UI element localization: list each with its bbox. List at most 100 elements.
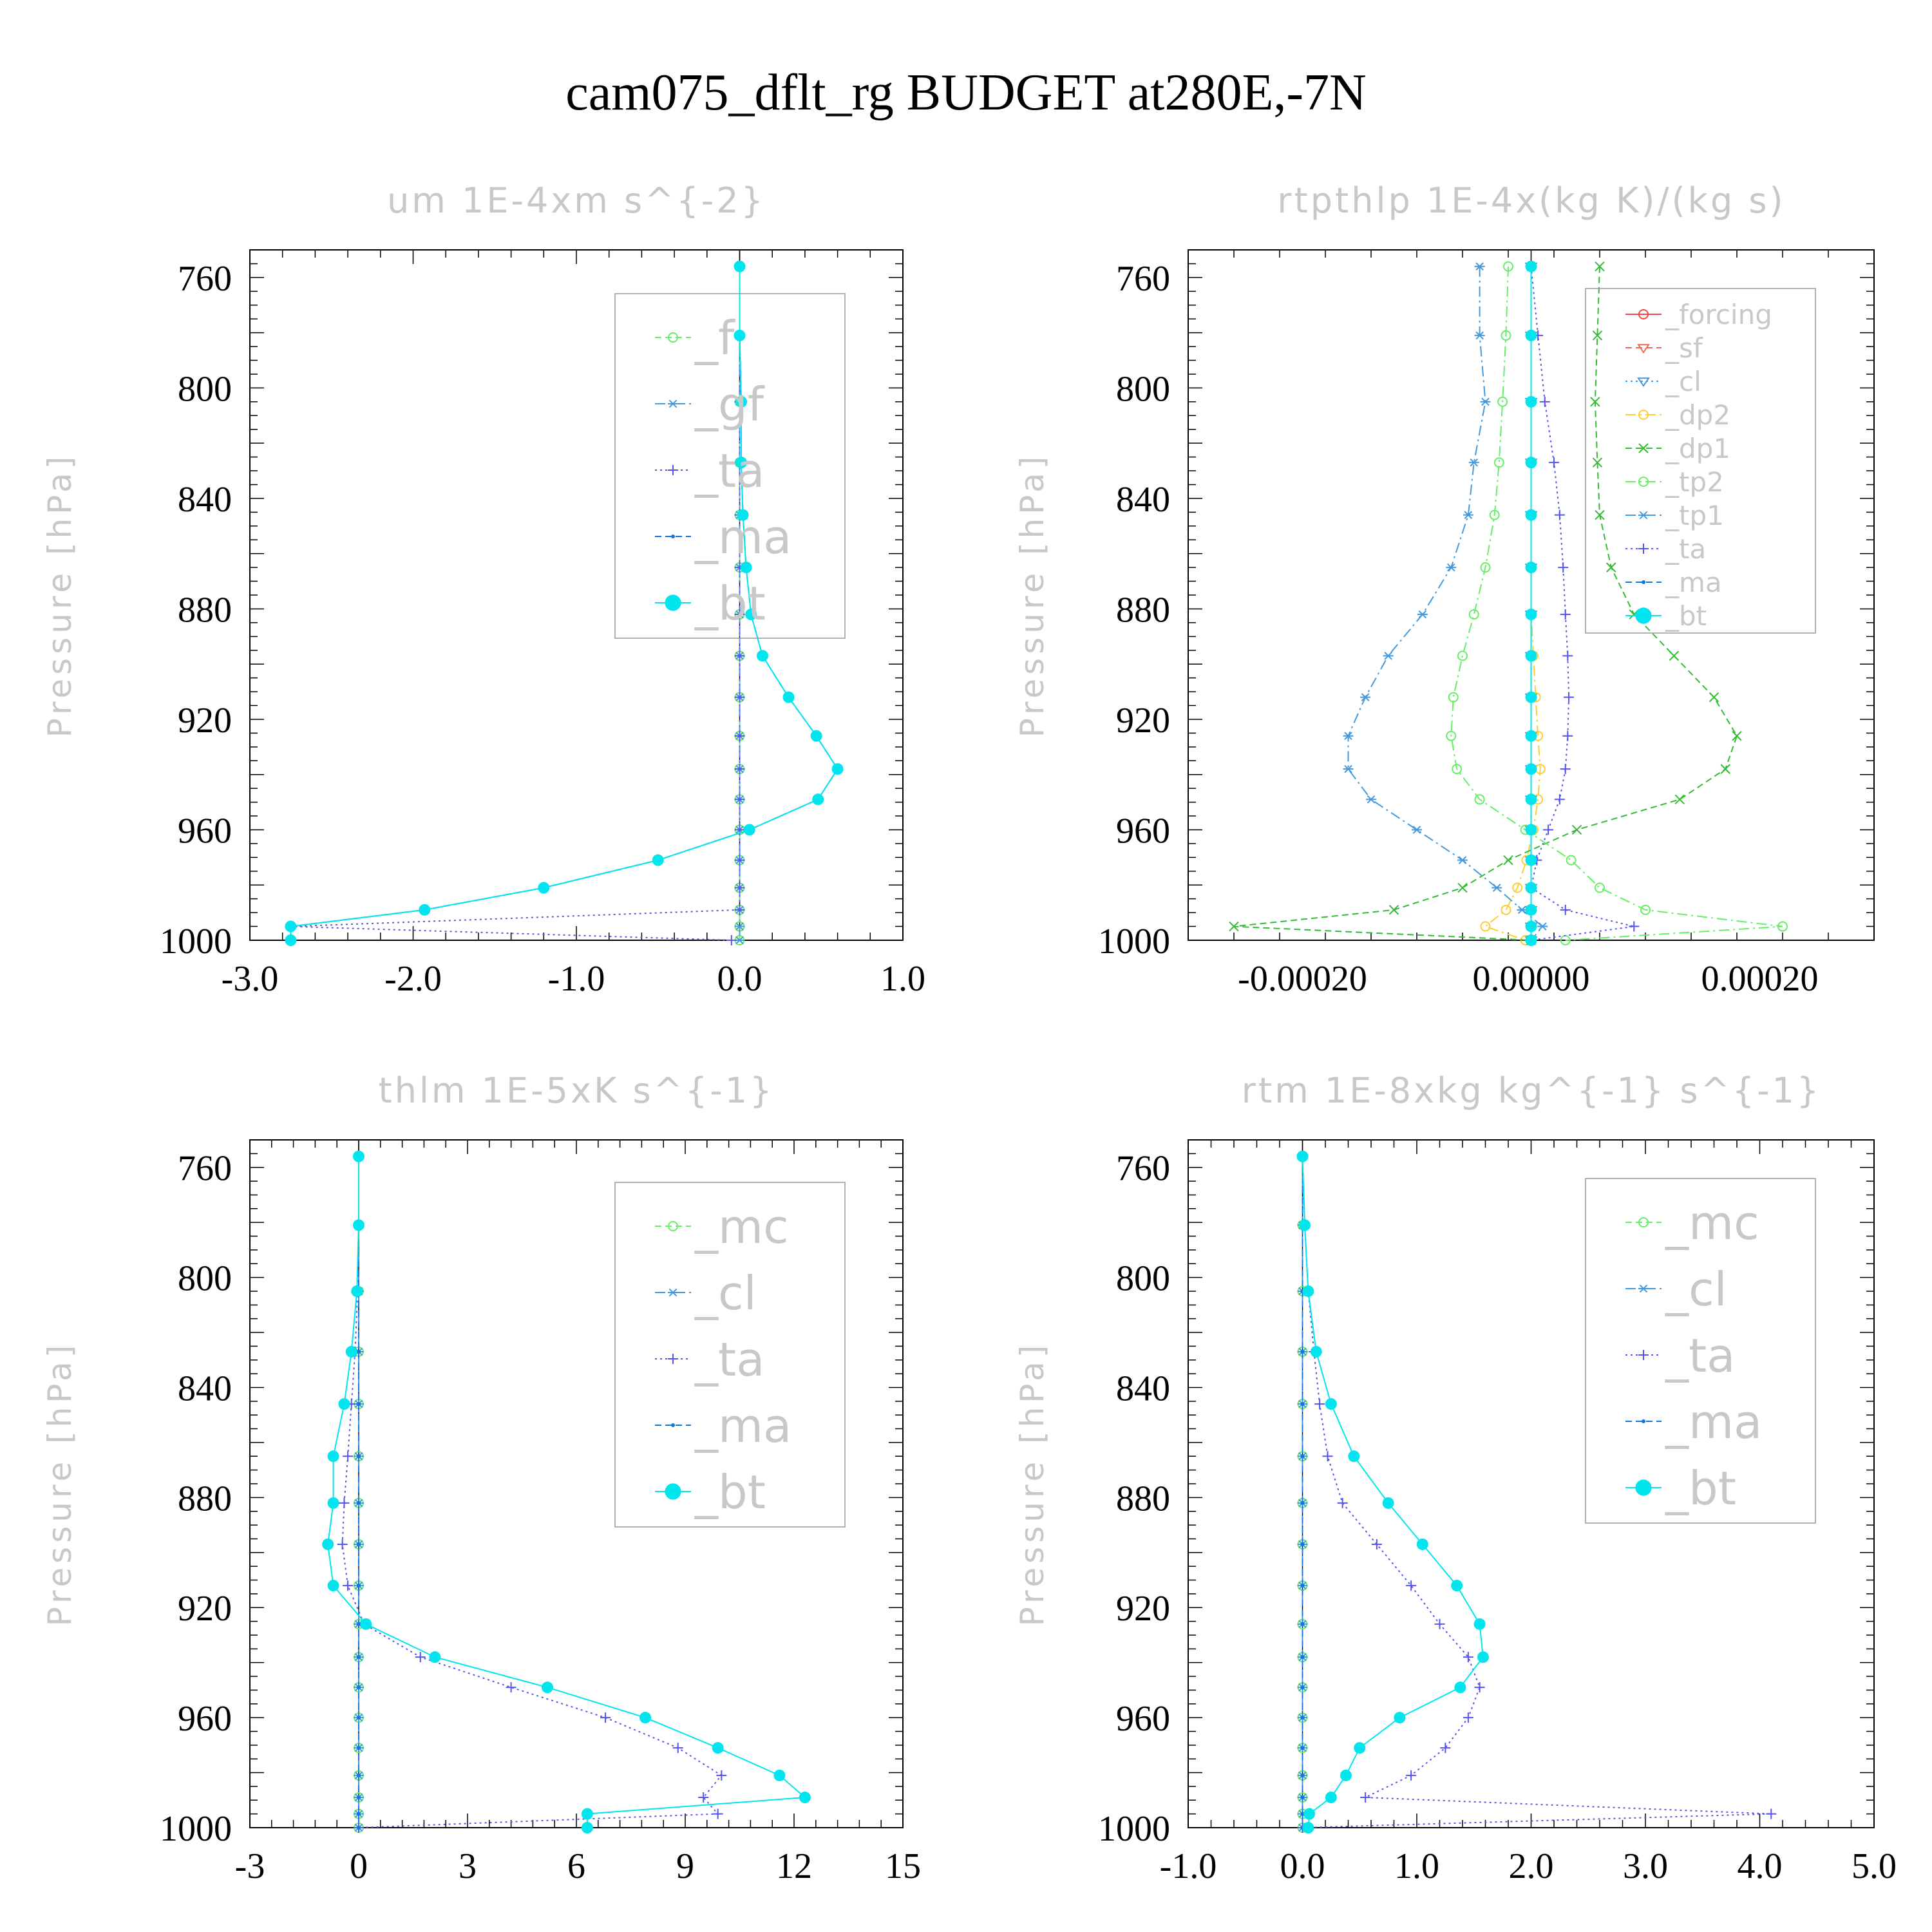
panel-title: thlm 1E-5xK s^{-1} xyxy=(379,1070,775,1111)
legend-label: _ma xyxy=(1665,567,1722,598)
y-axis-label: Pressure [hPa] xyxy=(1014,1341,1051,1627)
data-point xyxy=(357,1454,361,1459)
legend-label: _cl xyxy=(1665,366,1701,397)
legend-marker xyxy=(1642,1419,1645,1423)
data-point xyxy=(1525,934,1537,946)
legend-label: _forcing xyxy=(1665,299,1772,330)
y-axis-label: Pressure [hPa] xyxy=(41,1341,79,1627)
data-point xyxy=(353,1219,365,1231)
data-point xyxy=(1766,1808,1777,1819)
legend-label: _tp1 xyxy=(1665,500,1724,531)
data-point xyxy=(652,854,664,866)
legend: _mc _cl _ta _ma _bt xyxy=(614,1182,846,1528)
y-tick-label: 880 xyxy=(1116,590,1170,630)
data-point xyxy=(357,1685,361,1690)
y-tick-label: 760 xyxy=(1116,259,1170,299)
data-point xyxy=(782,691,795,703)
legend-label: _mc xyxy=(694,1200,789,1254)
data-point xyxy=(1640,904,1651,915)
data-point xyxy=(1300,1349,1305,1354)
data-point xyxy=(726,935,737,945)
x-tick-label: 2.0 xyxy=(1509,1846,1554,1886)
data-point xyxy=(1474,794,1485,805)
data-point xyxy=(1446,563,1457,572)
legend-marker xyxy=(665,1483,681,1500)
data-point xyxy=(1457,650,1468,661)
data-point xyxy=(1371,1539,1382,1549)
data-point xyxy=(1720,764,1730,774)
x-tick-label: 15 xyxy=(885,1846,921,1886)
data-point xyxy=(1300,1773,1305,1777)
legend: _forcing_sf_cl_dp2_dp1_tp2_tp1_ta_ma_bt xyxy=(1585,288,1816,634)
data-point xyxy=(1606,562,1616,573)
data-point xyxy=(357,1349,361,1354)
data-point xyxy=(1406,1580,1417,1591)
data-point xyxy=(1383,652,1394,660)
data-point xyxy=(1434,1618,1445,1629)
data-point xyxy=(1348,1450,1360,1463)
y-tick-label: 880 xyxy=(1116,1479,1170,1519)
series_ta xyxy=(1297,1151,1777,1833)
plot-frame xyxy=(249,249,904,941)
panel-title: um 1E-4xm s^{-2} xyxy=(387,180,766,221)
y-axis-label: Pressure [hPa] xyxy=(41,453,79,738)
data-point xyxy=(1493,457,1504,468)
data-point xyxy=(1454,1681,1466,1694)
data-point xyxy=(581,1808,593,1820)
data-point xyxy=(734,794,745,805)
data-point xyxy=(735,395,748,408)
data-point xyxy=(327,1580,339,1592)
series_bt xyxy=(1296,1150,1489,1833)
data-point xyxy=(1480,562,1491,573)
data-point xyxy=(734,922,745,931)
y-tick-label: 800 xyxy=(178,369,232,409)
data-point xyxy=(1595,882,1605,893)
x-tick-label: -3.0 xyxy=(222,959,279,999)
data-point xyxy=(345,1345,357,1358)
legend-label: _cl xyxy=(1665,1262,1727,1316)
data-point xyxy=(1525,650,1537,662)
data-point xyxy=(1473,1618,1486,1630)
y-tick-label: 840 xyxy=(178,1368,232,1408)
data-point xyxy=(1474,1682,1485,1693)
data-point xyxy=(734,882,745,893)
data-point xyxy=(698,1792,709,1803)
data-point xyxy=(1560,904,1571,915)
legend-marker xyxy=(1642,580,1645,584)
data-point xyxy=(1360,1792,1371,1803)
data-point xyxy=(1480,921,1491,932)
y-tick-label: 960 xyxy=(178,1699,232,1739)
data-point xyxy=(1560,609,1571,620)
y-tick-label: 760 xyxy=(178,259,232,299)
legend-marker xyxy=(668,332,678,343)
legend-marker xyxy=(668,465,678,475)
series-line xyxy=(1484,266,1541,941)
data-point xyxy=(1525,609,1537,621)
data-point xyxy=(1300,1402,1305,1406)
data-point xyxy=(1300,1812,1305,1816)
legend-marker xyxy=(1638,544,1649,554)
y-tick-label: 1000 xyxy=(1098,922,1170,961)
y-tick-label: 1000 xyxy=(160,1809,232,1849)
data-point xyxy=(327,1497,339,1509)
y-tick-label: 960 xyxy=(178,811,232,851)
x-tick-label: 3 xyxy=(459,1846,477,1886)
data-point xyxy=(1503,261,1513,272)
chart-panel-3: thlm 1E-5xK s^{-1} Pressure [hPa] 760 800 84… xyxy=(41,1070,921,1886)
legend-label: _bt xyxy=(694,1465,766,1519)
legend-marker xyxy=(1638,1350,1649,1360)
data-point xyxy=(1325,1398,1337,1410)
y-tick-label: 880 xyxy=(178,1479,232,1519)
panel-title: rtpthlp 1E-4x(kg K)/(kg s) xyxy=(1277,180,1785,221)
data-point xyxy=(1340,1769,1352,1781)
legend-label: _bt xyxy=(1665,600,1707,632)
x-tick-label: 4.0 xyxy=(1738,1846,1783,1886)
data-point xyxy=(1303,1808,1316,1820)
data-point xyxy=(1543,824,1554,835)
data-point xyxy=(1777,921,1788,932)
legend-label: _gf xyxy=(694,377,765,431)
data-point xyxy=(285,920,297,933)
data-point xyxy=(1669,650,1680,661)
y-tick-label: 800 xyxy=(1116,1259,1170,1299)
y-tick-label: 800 xyxy=(1116,369,1170,409)
